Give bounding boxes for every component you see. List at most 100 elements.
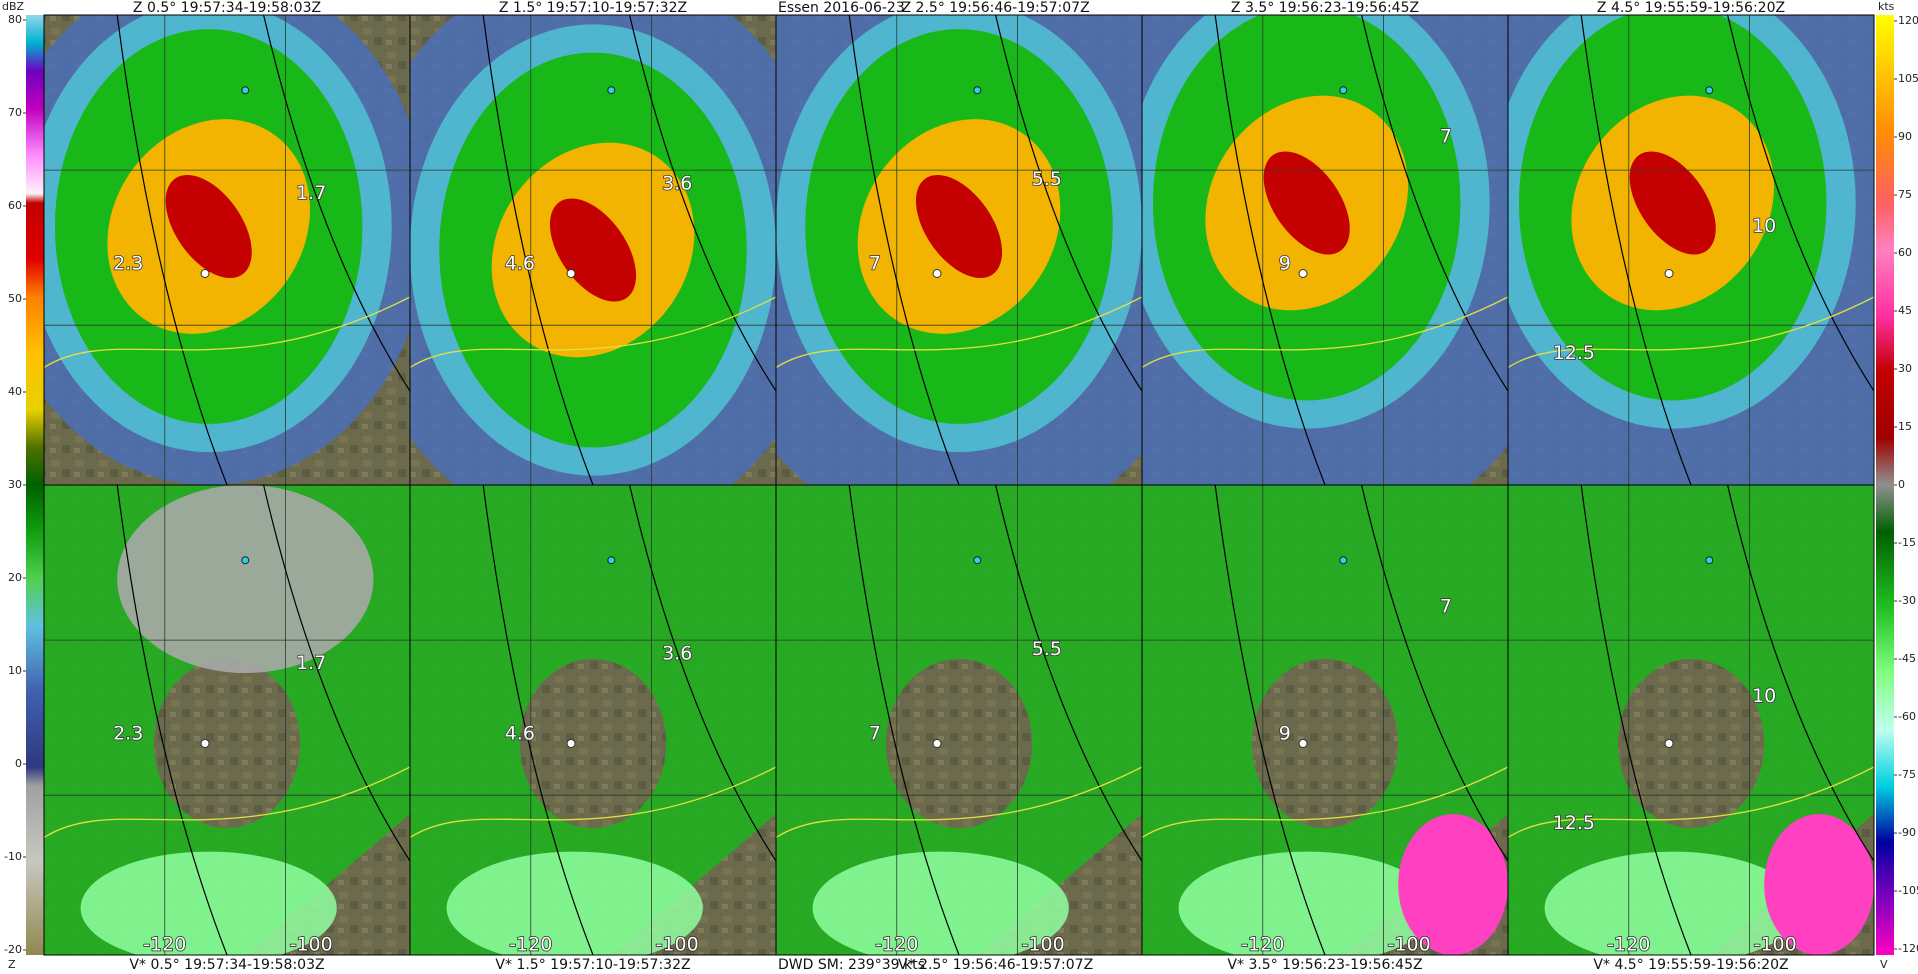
range-ring xyxy=(263,15,410,392)
tick-label: -105 xyxy=(1898,884,1918,897)
tick-label: -15 xyxy=(1898,536,1916,549)
bottom-title: V* 1.5° 19:57:10-19:57:32Z xyxy=(495,957,690,973)
top-title: Z 3.5° 19:56:23-19:56:45Z xyxy=(1231,0,1419,16)
radar-panel: 7 9 -120 -100 xyxy=(1141,484,1509,956)
velocity-ground xyxy=(885,658,1033,829)
radar-panel: 79 xyxy=(1141,14,1509,486)
range-ring xyxy=(629,15,776,392)
tick-label: -20 xyxy=(4,943,22,956)
colorbar-z xyxy=(26,15,44,955)
range-ring xyxy=(1727,485,1874,862)
tick-label: 30 xyxy=(8,478,22,491)
station-marker xyxy=(973,556,982,565)
range-ring xyxy=(1214,15,1326,485)
border-line xyxy=(1142,766,1508,839)
radar-site xyxy=(566,739,576,748)
range-ring xyxy=(1580,15,1692,485)
range-label: 5.5 xyxy=(1032,638,1062,660)
tick-label: -75 xyxy=(1898,768,1916,781)
range-ring xyxy=(995,15,1142,392)
range-label: 9 xyxy=(1279,253,1291,275)
tick-label: -60 xyxy=(1898,710,1916,723)
bottom-title: V* 0.5° 19:57:34-19:58:03Z xyxy=(129,957,324,973)
velocity-zero xyxy=(117,485,374,673)
radar-site xyxy=(932,269,942,278)
panel-border xyxy=(1507,484,1875,956)
tick-label: 70 xyxy=(8,106,22,119)
range-label: 1.7 xyxy=(296,182,326,204)
border-line xyxy=(44,296,410,369)
velocity-outbound xyxy=(1764,814,1874,955)
tick-label: 75 xyxy=(1898,188,1912,201)
radar-site xyxy=(200,269,210,278)
axis-label: -100 xyxy=(1754,934,1797,956)
border-line xyxy=(776,766,1142,839)
axis-label: -120 xyxy=(875,934,918,956)
border-line xyxy=(410,296,776,369)
radar-site xyxy=(1664,269,1674,278)
border-line xyxy=(1508,296,1874,369)
radar-panel: 5.5 7 -120 -100 xyxy=(775,484,1143,956)
axis-label: -120 xyxy=(509,934,552,956)
panel-content: 79 xyxy=(1142,15,1508,485)
panel-content: 1.7 2.3 xyxy=(44,15,410,485)
tick-label: -10 xyxy=(4,850,22,863)
range-label: 2.3 xyxy=(113,723,143,745)
range-ring xyxy=(1214,485,1326,955)
station-date: Essen 2016-06-23 xyxy=(778,0,905,16)
tick-label: 0 xyxy=(15,757,22,770)
top-title: Z 2.5° 19:56:46-19:57:07Z xyxy=(902,0,1090,16)
range-label: 5.5 xyxy=(1032,168,1062,190)
radar-site xyxy=(932,739,942,748)
source: DWD SM: 239°39 kts xyxy=(778,957,925,973)
radar-site xyxy=(1664,739,1674,748)
panel-content: 5.57 xyxy=(776,15,1142,485)
tick-label: -90 xyxy=(1898,826,1916,839)
axis-label: -100 xyxy=(1388,934,1431,956)
radar-panel: 10 12.5 -120 -100 xyxy=(1507,484,1875,956)
range-label: 10 xyxy=(1752,215,1776,237)
range-label: 7 xyxy=(869,723,881,745)
station-marker xyxy=(1339,86,1348,95)
velocity-ground xyxy=(1251,658,1399,829)
station-marker xyxy=(1705,556,1714,565)
panel-content: 10 12.5 -120 -100 xyxy=(1508,485,1874,956)
panel-content: 3.6 4.6 xyxy=(410,15,776,485)
panel-content: 5.5 7 -120 -100 xyxy=(776,485,1142,956)
range-label: 9 xyxy=(1279,723,1291,745)
axis-label: -100 xyxy=(656,934,699,956)
radar-site xyxy=(1298,269,1308,278)
range-ring xyxy=(116,15,228,485)
top-title: Z 1.5° 19:57:10-19:57:32Z xyxy=(499,0,687,16)
bottom-title: V* 3.5° 19:56:23-19:56:45Z xyxy=(1227,957,1422,973)
radar-panel: 3.6 4.6 xyxy=(409,14,777,486)
range-label: 12.5 xyxy=(1553,342,1595,364)
range-label: 1.7 xyxy=(296,652,326,674)
range-label: 3.6 xyxy=(662,173,692,195)
tick-label: 60 xyxy=(8,199,22,212)
station-marker xyxy=(607,556,616,565)
top-title: Z 0.5° 19:57:34-19:58:03Z xyxy=(133,0,321,16)
tick-label: 40 xyxy=(8,385,22,398)
range-label: 10 xyxy=(1752,685,1776,707)
tick-label: -30 xyxy=(1898,594,1916,607)
range-label: 12.5 xyxy=(1553,812,1595,834)
panel-content: 10 12.5 xyxy=(1508,15,1874,485)
radar-panel: 3.6 4.6 -120 -100 xyxy=(409,484,777,956)
range-ring xyxy=(1580,485,1692,955)
radar-panel: 1.7 2.3 xyxy=(43,14,411,486)
range-ring xyxy=(1361,485,1508,862)
velocity-ground xyxy=(519,658,667,829)
velocity-ground xyxy=(153,658,301,829)
colorbar-unit: dBZ xyxy=(2,0,25,13)
range-ring xyxy=(263,485,410,862)
panel-content: 3.6 4.6 -120 -100 xyxy=(410,485,776,956)
tick-label: 60 xyxy=(1898,246,1912,259)
velocity-outbound xyxy=(1398,814,1508,955)
radar-site xyxy=(1298,739,1308,748)
colorbar-footer: V xyxy=(1880,958,1888,971)
bottom-title: V* 4.5° 19:55:59-19:56:20Z xyxy=(1593,957,1788,973)
range-label: 4.6 xyxy=(505,253,535,275)
axis-label: -100 xyxy=(290,934,333,956)
